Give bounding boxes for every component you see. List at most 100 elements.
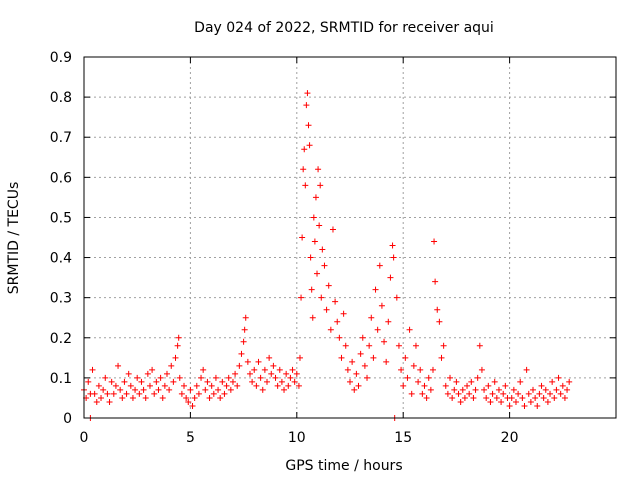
data-point	[302, 182, 309, 189]
data-point	[376, 262, 383, 269]
data-point	[317, 182, 324, 189]
data-point	[219, 378, 226, 385]
data-point	[240, 338, 247, 345]
data-point	[272, 374, 279, 381]
chart-title: Day 024 of 2022, SRMTID for receiver aqu…	[194, 20, 494, 36]
data-point	[251, 366, 258, 373]
data-point	[457, 398, 464, 405]
data-point	[549, 378, 556, 385]
y-tick-label: 0.4	[50, 251, 72, 267]
y-tick-labels: 0 0.1 0.2 0.3 0.4 0.5 0.6 0.7 0.8 0.9	[50, 50, 72, 427]
data-point	[185, 398, 192, 405]
data-point	[372, 286, 379, 293]
data-point	[229, 378, 236, 385]
data-point	[257, 374, 264, 381]
data-point	[353, 370, 360, 377]
data-point	[170, 378, 177, 385]
data-point	[151, 390, 158, 397]
data-point	[527, 398, 534, 405]
data-point	[259, 386, 266, 393]
data-point	[453, 378, 460, 385]
data-point	[334, 318, 341, 325]
data-point	[434, 306, 441, 313]
data-point	[542, 386, 549, 393]
data-point	[234, 382, 241, 389]
data-point	[431, 238, 438, 245]
data-point	[301, 146, 308, 153]
data-point	[442, 382, 449, 389]
data-point	[440, 342, 447, 349]
data-point	[166, 386, 173, 393]
data-point	[421, 382, 428, 389]
data-point	[564, 386, 571, 393]
data-point	[436, 318, 443, 325]
data-point	[455, 390, 462, 397]
data-point	[95, 382, 102, 389]
data-point	[181, 382, 188, 389]
data-point	[174, 342, 181, 349]
x-tick-label: 10	[288, 430, 306, 446]
data-point	[193, 382, 200, 389]
data-point	[283, 370, 290, 377]
data-point	[325, 282, 332, 289]
data-point	[304, 90, 311, 97]
data-point	[221, 390, 228, 397]
data-point	[106, 398, 113, 405]
data-point	[395, 342, 402, 349]
data-point	[198, 374, 205, 381]
data-point	[314, 270, 321, 277]
data-point	[498, 398, 505, 405]
data-point	[361, 362, 368, 369]
data-point	[187, 386, 194, 393]
data-point	[364, 374, 371, 381]
data-point	[385, 318, 392, 325]
data-point	[91, 390, 98, 397]
data-point	[178, 390, 185, 397]
data-point	[551, 394, 558, 401]
data-point	[355, 382, 362, 389]
data-point	[238, 350, 245, 357]
data-point	[244, 358, 251, 365]
data-point	[89, 366, 96, 373]
data-point	[270, 362, 277, 369]
data-point	[561, 394, 568, 401]
data-point	[338, 354, 345, 361]
data-point	[264, 378, 271, 385]
x-tick-label: 15	[394, 430, 412, 446]
data-point	[285, 382, 292, 389]
data-point	[476, 342, 483, 349]
data-point	[474, 374, 481, 381]
data-point	[327, 326, 334, 333]
data-point	[483, 394, 490, 401]
data-point	[176, 374, 183, 381]
data-point	[506, 402, 513, 409]
data-point	[557, 390, 564, 397]
data-point	[359, 334, 366, 341]
data-point	[119, 394, 126, 401]
data-point	[223, 382, 230, 389]
data-point	[383, 358, 390, 365]
data-point	[300, 166, 307, 173]
data-point	[491, 378, 498, 385]
data-point	[404, 374, 411, 381]
data-point	[493, 394, 500, 401]
data-point	[489, 390, 496, 397]
y-tick-label: 0.9	[50, 50, 72, 66]
data-point	[134, 374, 141, 381]
data-point	[217, 394, 224, 401]
data-point	[512, 398, 519, 405]
data-point	[309, 314, 316, 321]
data-point	[293, 370, 300, 377]
data-point	[142, 394, 149, 401]
data-point	[525, 390, 532, 397]
data-point	[519, 394, 526, 401]
data-point	[323, 306, 330, 313]
data-point	[547, 390, 554, 397]
data-point	[332, 298, 339, 305]
data-point	[125, 370, 132, 377]
data-point	[374, 326, 381, 333]
data-point	[461, 394, 468, 401]
data-point	[155, 386, 162, 393]
data-point	[390, 254, 397, 261]
data-point	[347, 378, 353, 385]
